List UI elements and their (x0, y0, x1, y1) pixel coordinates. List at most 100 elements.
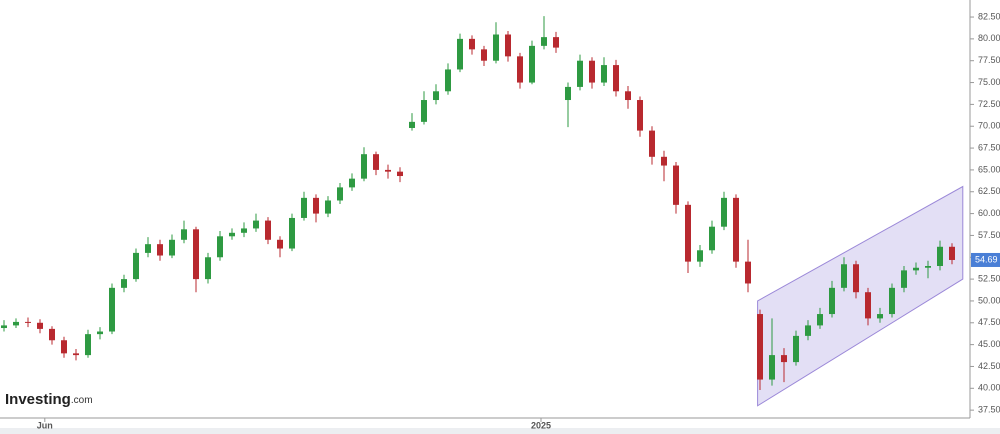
candle-body (337, 187, 343, 201)
y-tick-label: 50.00 (978, 295, 1000, 305)
candle-body (949, 246, 955, 260)
y-tick-label: 70.00 (978, 121, 1000, 131)
y-tick-label: 37.50 (978, 405, 1000, 415)
candle-body (13, 321, 19, 326)
y-tick-label: 52.50 (978, 273, 1000, 283)
candle-body (613, 65, 619, 92)
candle-body (553, 37, 559, 48)
candle-body (385, 169, 391, 172)
candle-body (397, 171, 403, 177)
candle-body (349, 178, 355, 188)
candle-body (913, 267, 919, 271)
candle-body (457, 38, 463, 70)
candle-body (505, 34, 511, 57)
candle-body (121, 279, 127, 288)
candle-body (85, 334, 91, 356)
y-tick-label: 67.50 (978, 142, 1000, 152)
x-tick-label: Jun (37, 420, 53, 430)
candle-body (277, 239, 283, 249)
candle-body (61, 340, 67, 354)
candle-body (925, 266, 931, 268)
candle-body (649, 130, 655, 157)
candle-body (109, 287, 115, 332)
y-tick-label: 62.50 (978, 186, 1000, 196)
candle-body (373, 154, 379, 170)
candle-body (25, 321, 31, 323)
candle-body (181, 229, 187, 240)
candle-body (577, 60, 583, 87)
logo: Investing.com (5, 391, 93, 408)
y-tick-label: 42.50 (978, 361, 1000, 371)
candle-body (73, 353, 79, 356)
candle-body (217, 236, 223, 258)
candle-body (865, 292, 871, 319)
logo-name: Investing (5, 391, 71, 408)
candle-body (97, 331, 103, 335)
candle-body (901, 270, 907, 288)
candle-body (133, 252, 139, 280)
y-tick-label: 72.50 (978, 99, 1000, 109)
candle-body (265, 220, 271, 240)
candle-body (673, 165, 679, 205)
candle-body (769, 355, 775, 380)
candle-body (529, 45, 535, 83)
candle-body (805, 325, 811, 336)
candle-body (937, 246, 943, 266)
candle-body (205, 257, 211, 280)
candle-body (481, 49, 487, 61)
candle-body (157, 244, 163, 256)
candle-body (421, 100, 427, 122)
candle-body (625, 91, 631, 101)
candle-body (1, 325, 7, 329)
candle-body (757, 314, 763, 380)
candle-body (733, 197, 739, 262)
candle-body (49, 328, 55, 341)
candle-body (781, 355, 787, 363)
candle-body (817, 314, 823, 326)
y-tick-label: 57.50 (978, 230, 1000, 240)
y-tick-label: 47.50 (978, 317, 1000, 327)
candle-body (517, 56, 523, 83)
candle-body (193, 229, 199, 280)
y-tick-label: 77.50 (978, 55, 1000, 65)
candle-body (253, 220, 259, 229)
candle-body (601, 65, 607, 83)
candle-body (829, 287, 835, 315)
candle-body (877, 314, 883, 319)
candle-body (541, 37, 547, 46)
candle-body (493, 34, 499, 61)
candle-body (589, 60, 595, 83)
candle-body (889, 287, 895, 315)
candle-body (565, 86, 571, 101)
candle-body (853, 264, 859, 293)
candle-body (229, 232, 235, 237)
candle-body (841, 264, 847, 288)
candle-body (145, 244, 151, 253)
x-tick-label: 2025 (531, 420, 551, 430)
candle-body (325, 200, 331, 214)
candle-body (169, 239, 175, 256)
candle-body (697, 250, 703, 262)
scrollbar (0, 428, 1000, 434)
candle-body (361, 154, 367, 179)
candle-body (241, 228, 247, 233)
y-tick-label: 82.50 (978, 11, 1000, 21)
y-tick-label: 65.00 (978, 164, 1000, 174)
y-tick-label: 80.00 (978, 33, 1000, 43)
candle-body (793, 335, 799, 363)
y-tick-label: 75.00 (978, 77, 1000, 87)
candle-body (289, 217, 295, 249)
candle-body (685, 204, 691, 262)
trend-channel (757, 185, 964, 407)
candle-body (721, 197, 727, 227)
candle-body (745, 261, 751, 284)
last-price-box (971, 252, 1000, 267)
candle-body (433, 91, 439, 101)
last-price-label: 54.69 (975, 254, 998, 264)
candle-body (445, 69, 451, 92)
candle-body (469, 38, 475, 50)
candle-body (709, 226, 715, 251)
candle-body (37, 322, 43, 329)
logo-suffix: .com (71, 395, 93, 406)
y-tick-label: 45.00 (978, 339, 1000, 349)
